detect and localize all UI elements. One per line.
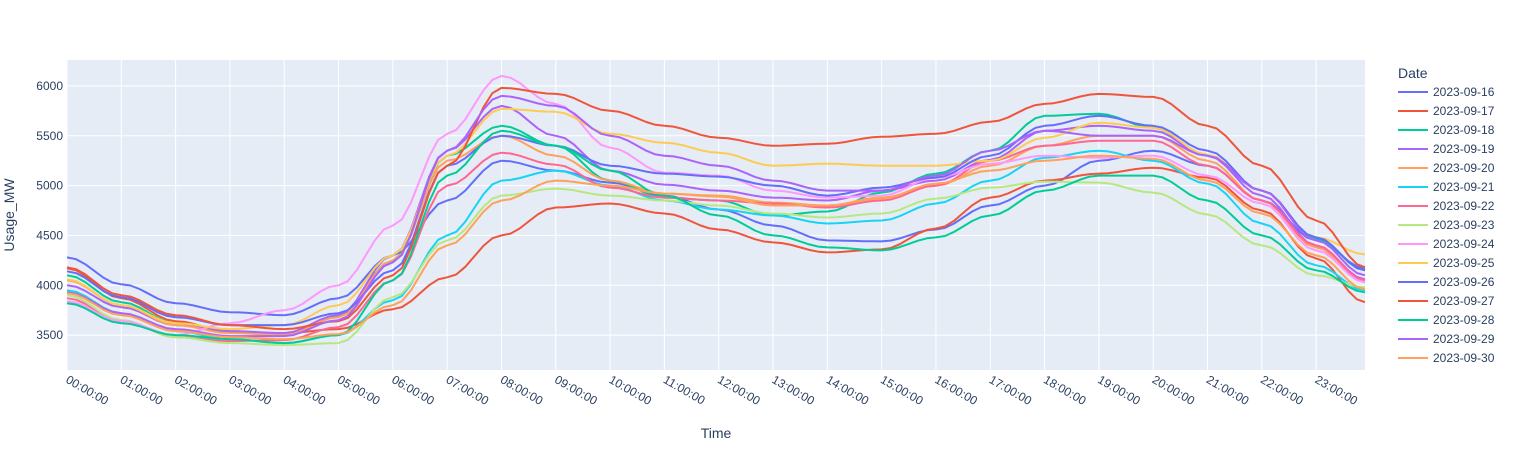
x-tick-label: 09:00:00 [552, 372, 600, 408]
legend-item-2023-09-30[interactable]: 2023-09-30 [1398, 351, 1495, 365]
legend-label: 2023-09-19 [1433, 142, 1495, 156]
legend-item-2023-09-28[interactable]: 2023-09-28 [1398, 313, 1495, 327]
y-tick-label: 3500 [36, 328, 63, 342]
legend-label: 2023-09-29 [1433, 332, 1495, 346]
legend-item-2023-09-25[interactable]: 2023-09-25 [1398, 256, 1495, 270]
legend-label: 2023-09-30 [1433, 351, 1495, 365]
series-line-2023-09-22 [66, 139, 1366, 343]
legend-label: 2023-09-17 [1433, 104, 1495, 118]
legend-label: 2023-09-23 [1433, 218, 1495, 232]
legend-label: 2023-09-26 [1433, 275, 1495, 289]
y-tick-label: 6000 [36, 79, 63, 93]
legend-item-2023-09-22[interactable]: 2023-09-22 [1398, 199, 1495, 213]
legend-label: 2023-09-21 [1433, 180, 1495, 194]
x-tick-label: 04:00:00 [281, 372, 329, 408]
series-line-2023-09-26 [66, 114, 1366, 327]
x-tick-label: 13:00:00 [770, 372, 818, 408]
x-tick-label: 22:00:00 [1258, 372, 1306, 408]
x-tick-label: 07:00:00 [444, 372, 492, 408]
legend-title: Date [1398, 65, 1428, 81]
x-axis-title: Time [701, 425, 732, 441]
series-line-2023-09-23 [66, 180, 1366, 347]
legend[interactable]: Date 2023-09-16 2023-09-17 2023-09-18 2023-… [1398, 65, 1495, 365]
x-tick-label: 02:00:00 [172, 372, 220, 408]
legend-item-2023-09-16[interactable]: 2023-09-16 [1398, 85, 1495, 99]
x-tick-labels: 00:00:00 01:00:00 02:00:00 03:00:00 04:00:00… [64, 372, 1361, 408]
x-tick-label: 14:00:00 [824, 372, 872, 408]
legend-label: 2023-09-20 [1433, 161, 1495, 175]
series-line-2023-09-27 [66, 86, 1366, 331]
y-axis-title: Usage_MW [1, 178, 17, 252]
legend-label: 2023-09-16 [1433, 85, 1495, 99]
x-tick-label: 08:00:00 [498, 372, 546, 408]
legend-label: 2023-09-27 [1433, 294, 1495, 308]
x-tick-label: 19:00:00 [1095, 372, 1143, 408]
legend-label: 2023-09-25 [1433, 256, 1495, 270]
legend-label: 2023-09-24 [1433, 237, 1495, 251]
legend-item-2023-09-20[interactable]: 2023-09-20 [1398, 161, 1495, 175]
legend-item-2023-09-29[interactable]: 2023-09-29 [1398, 332, 1495, 346]
legend-item-2023-09-18[interactable]: 2023-09-18 [1398, 123, 1495, 137]
x-tick-label: 18:00:00 [1041, 372, 1089, 408]
x-tick-label: 16:00:00 [932, 372, 980, 408]
legend-label: 2023-09-28 [1433, 313, 1495, 327]
y-tick-label: 4000 [36, 278, 63, 292]
x-tick-label: 23:00:00 [1313, 372, 1361, 408]
x-tick-label: 17:00:00 [987, 372, 1035, 408]
x-tick-label: 03:00:00 [226, 372, 274, 408]
legend-label: 2023-09-22 [1433, 199, 1495, 213]
series-line-2023-09-28 [66, 129, 1366, 345]
y-tick-labels: 3500 4000 4500 5000 5500 6000 [36, 79, 63, 342]
y-tick-label: 5500 [36, 129, 63, 143]
x-tick-label: 20:00:00 [1150, 372, 1198, 408]
y-tick-label: 4500 [36, 228, 63, 242]
series-line-2023-09-19 [66, 104, 1366, 335]
x-tick-label: 05:00:00 [335, 372, 383, 408]
x-tick-label: 10:00:00 [607, 372, 655, 408]
x-tick-label: 06:00:00 [389, 372, 437, 408]
x-tick-label: 12:00:00 [715, 372, 763, 408]
legend-item-2023-09-27[interactable]: 2023-09-27 [1398, 294, 1495, 308]
x-tick-label: 15:00:00 [878, 372, 926, 408]
legend-item-2023-09-19[interactable]: 2023-09-19 [1398, 142, 1495, 156]
x-tick-label: 01:00:00 [118, 372, 166, 408]
y-tick-label: 5000 [36, 179, 63, 193]
legend-item-2023-09-23[interactable]: 2023-09-23 [1398, 218, 1495, 232]
legend-item-2023-09-17[interactable]: 2023-09-17 [1398, 104, 1495, 118]
series-line-2023-09-30 [66, 154, 1366, 341]
x-tick-label: 00:00:00 [64, 372, 112, 408]
series-line-2023-09-29 [66, 94, 1366, 338]
legend-label: 2023-09-18 [1433, 123, 1495, 137]
series-lines [66, 74, 1366, 347]
legend-item-2023-09-26[interactable]: 2023-09-26 [1398, 275, 1495, 289]
x-tick-label: 21:00:00 [1204, 372, 1252, 408]
x-tick-label: 11:00:00 [661, 372, 708, 407]
legend-item-2023-09-24[interactable]: 2023-09-24 [1398, 237, 1495, 251]
legend-item-2023-09-21[interactable]: 2023-09-21 [1398, 180, 1495, 194]
